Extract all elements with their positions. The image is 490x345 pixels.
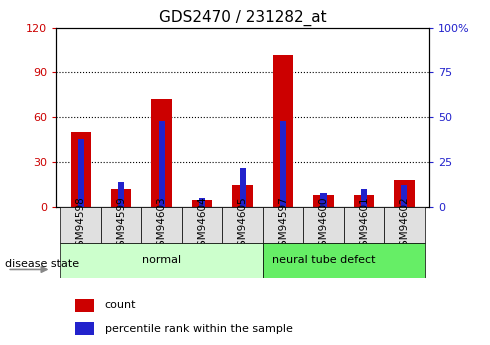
Bar	[354, 195, 374, 207]
Bar	[314, 195, 334, 207]
FancyBboxPatch shape	[101, 207, 141, 243]
Bar	[401, 186, 408, 207]
Bar	[159, 121, 165, 207]
Text: GSM94603: GSM94603	[157, 197, 167, 254]
FancyBboxPatch shape	[384, 207, 425, 243]
Text: normal: normal	[142, 256, 181, 265]
Bar	[75, 299, 94, 312]
Bar	[111, 189, 131, 207]
Text: neural tube defect: neural tube defect	[272, 256, 375, 265]
Bar	[320, 193, 326, 207]
Bar	[75, 322, 94, 335]
Title: GDS2470 / 231282_at: GDS2470 / 231282_at	[159, 10, 326, 26]
Text: GSM94601: GSM94601	[359, 197, 369, 254]
Bar	[151, 99, 172, 207]
FancyBboxPatch shape	[303, 207, 344, 243]
FancyBboxPatch shape	[60, 243, 263, 278]
Text: GSM94602: GSM94602	[399, 197, 410, 254]
FancyBboxPatch shape	[182, 207, 222, 243]
Bar	[273, 55, 293, 207]
Text: GSM94600: GSM94600	[318, 197, 328, 253]
FancyBboxPatch shape	[263, 207, 303, 243]
Bar	[77, 139, 84, 207]
Text: GSM94599: GSM94599	[116, 197, 126, 254]
FancyBboxPatch shape	[222, 207, 263, 243]
FancyBboxPatch shape	[60, 207, 101, 243]
Bar	[199, 198, 205, 207]
Bar	[394, 180, 415, 207]
Text: GSM94598: GSM94598	[75, 197, 86, 254]
FancyBboxPatch shape	[344, 207, 384, 243]
Bar	[71, 132, 91, 207]
Text: GSM94604: GSM94604	[197, 197, 207, 254]
Text: disease state: disease state	[5, 259, 79, 269]
Bar	[361, 189, 367, 207]
Bar	[240, 168, 245, 207]
Text: percentile rank within the sample: percentile rank within the sample	[105, 324, 293, 334]
FancyBboxPatch shape	[141, 207, 182, 243]
Text: count: count	[105, 300, 136, 310]
Text: GSM94597: GSM94597	[278, 197, 288, 254]
Bar	[192, 199, 212, 207]
Bar	[280, 121, 286, 207]
FancyBboxPatch shape	[263, 243, 425, 278]
Bar	[118, 182, 124, 207]
Text: GSM94605: GSM94605	[238, 197, 247, 254]
Bar	[232, 185, 253, 207]
